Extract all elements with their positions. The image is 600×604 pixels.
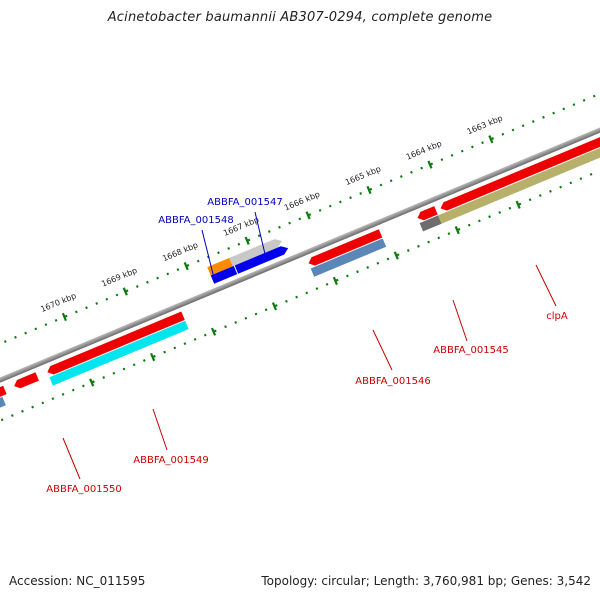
label-abbfa-001547[interactable]: ABBFA_001547 <box>207 197 282 208</box>
gene-abbfa-001547[interactable] <box>229 237 283 267</box>
genome-region: 1663 kbp 1664 kbp 1665 kbp 1666 kbp 1667… <box>0 75 600 456</box>
gene-abbfa-001548[interactable] <box>207 257 233 276</box>
gene-abbfa-001549[interactable] <box>49 320 189 386</box>
leader-abbfa-001550 <box>62 437 81 480</box>
gene-reverse-red-long[interactable] <box>46 311 185 377</box>
gene-reverse-red-right[interactable] <box>439 106 600 212</box>
gene-abbfa-001545[interactable] <box>419 215 442 232</box>
label-abbfa-001545[interactable]: ABBFA_001545 <box>433 345 508 356</box>
tick-label: 1665 kbp <box>344 164 382 187</box>
leader-abbfa-001545 <box>452 299 468 342</box>
accession-text: Accession: NC_011595 <box>9 574 146 588</box>
gene-forward-blue-b[interactable] <box>234 244 290 274</box>
leader-lines <box>62 211 557 480</box>
tick-label: 1669 kbp <box>100 266 138 289</box>
tick-label: 1664 kbp <box>405 139 443 162</box>
gene-reverse-red-left[interactable] <box>0 385 7 434</box>
genome-backbone <box>0 101 600 422</box>
label-abbfa-001549[interactable]: ABBFA_001549 <box>133 455 208 466</box>
gene-reverse-red-mid[interactable] <box>307 229 383 267</box>
major-ticks-inner <box>89 200 521 387</box>
leader-abbfa-001546 <box>372 329 393 371</box>
leader-abbfa-001548 <box>201 229 216 283</box>
gene-clpa[interactable] <box>438 115 600 224</box>
tick-label: 1666 kbp <box>283 190 321 213</box>
label-abbfa-001548[interactable]: ABBFA_001548 <box>158 215 233 226</box>
tick-label: 1663 kbp <box>466 114 504 137</box>
leader-abbfa-001549 <box>152 408 168 451</box>
label-abbfa-001546[interactable]: ABBFA_001546 <box>355 376 430 387</box>
major-ticks-outer <box>61 135 494 322</box>
gene-labels: ABBFA_001547 ABBFA_001548 ABBFA_001545 A… <box>46 197 568 495</box>
tick-label: 1668 kbp <box>161 240 199 263</box>
gene-forward-blue-a[interactable] <box>210 265 238 284</box>
label-clpa[interactable]: clpA <box>546 311 568 322</box>
gene-abbfa-001546[interactable] <box>310 238 387 277</box>
label-abbfa-001550[interactable]: ABBFA_001550 <box>46 484 121 495</box>
leader-abbfa-001547 <box>254 211 266 255</box>
gene-reverse-red-tiny[interactable] <box>416 206 438 222</box>
gene-reverse-red-small[interactable] <box>12 372 39 390</box>
leader-clpa <box>535 264 557 307</box>
map-title: Acinetobacter baumannii AB307-0294, comp… <box>107 10 493 25</box>
genome-summary-text: Topology: circular; Length: 3,760,981 bp… <box>261 574 591 588</box>
tick-label: 1670 kbp <box>39 291 77 314</box>
